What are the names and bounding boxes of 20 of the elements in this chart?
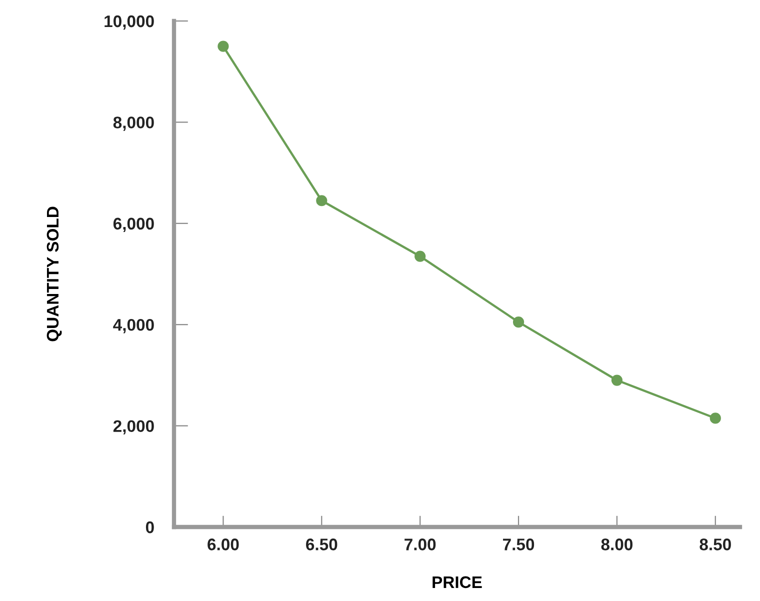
point <box>512 316 524 328</box>
y-tick-label: 8,000 <box>113 116 154 131</box>
x-tick-label: 6.50 <box>306 538 338 550</box>
point <box>611 374 623 386</box>
y-tick-label: 10,000 <box>104 15 154 30</box>
x-axis-title: PRICE <box>432 576 482 588</box>
point <box>710 412 721 424</box>
y-tick-label: 4,000 <box>113 319 154 334</box>
x-tick-label: 7.00 <box>404 538 436 550</box>
y-axis-title: QUANTITY SOLD <box>46 206 62 342</box>
point <box>218 40 229 52</box>
x-tick-label: 8.50 <box>700 538 731 550</box>
point <box>414 250 426 262</box>
x-tick-label: 8.00 <box>601 538 632 550</box>
x-tick-label: 6.00 <box>208 538 239 550</box>
y-tick-label: 2,000 <box>113 420 154 434</box>
x-tick-label: 7.50 <box>503 538 534 550</box>
y-tick-label: 0 <box>146 521 154 534</box>
y-tick-label: 6,000 <box>113 218 154 232</box>
point <box>316 195 328 206</box>
